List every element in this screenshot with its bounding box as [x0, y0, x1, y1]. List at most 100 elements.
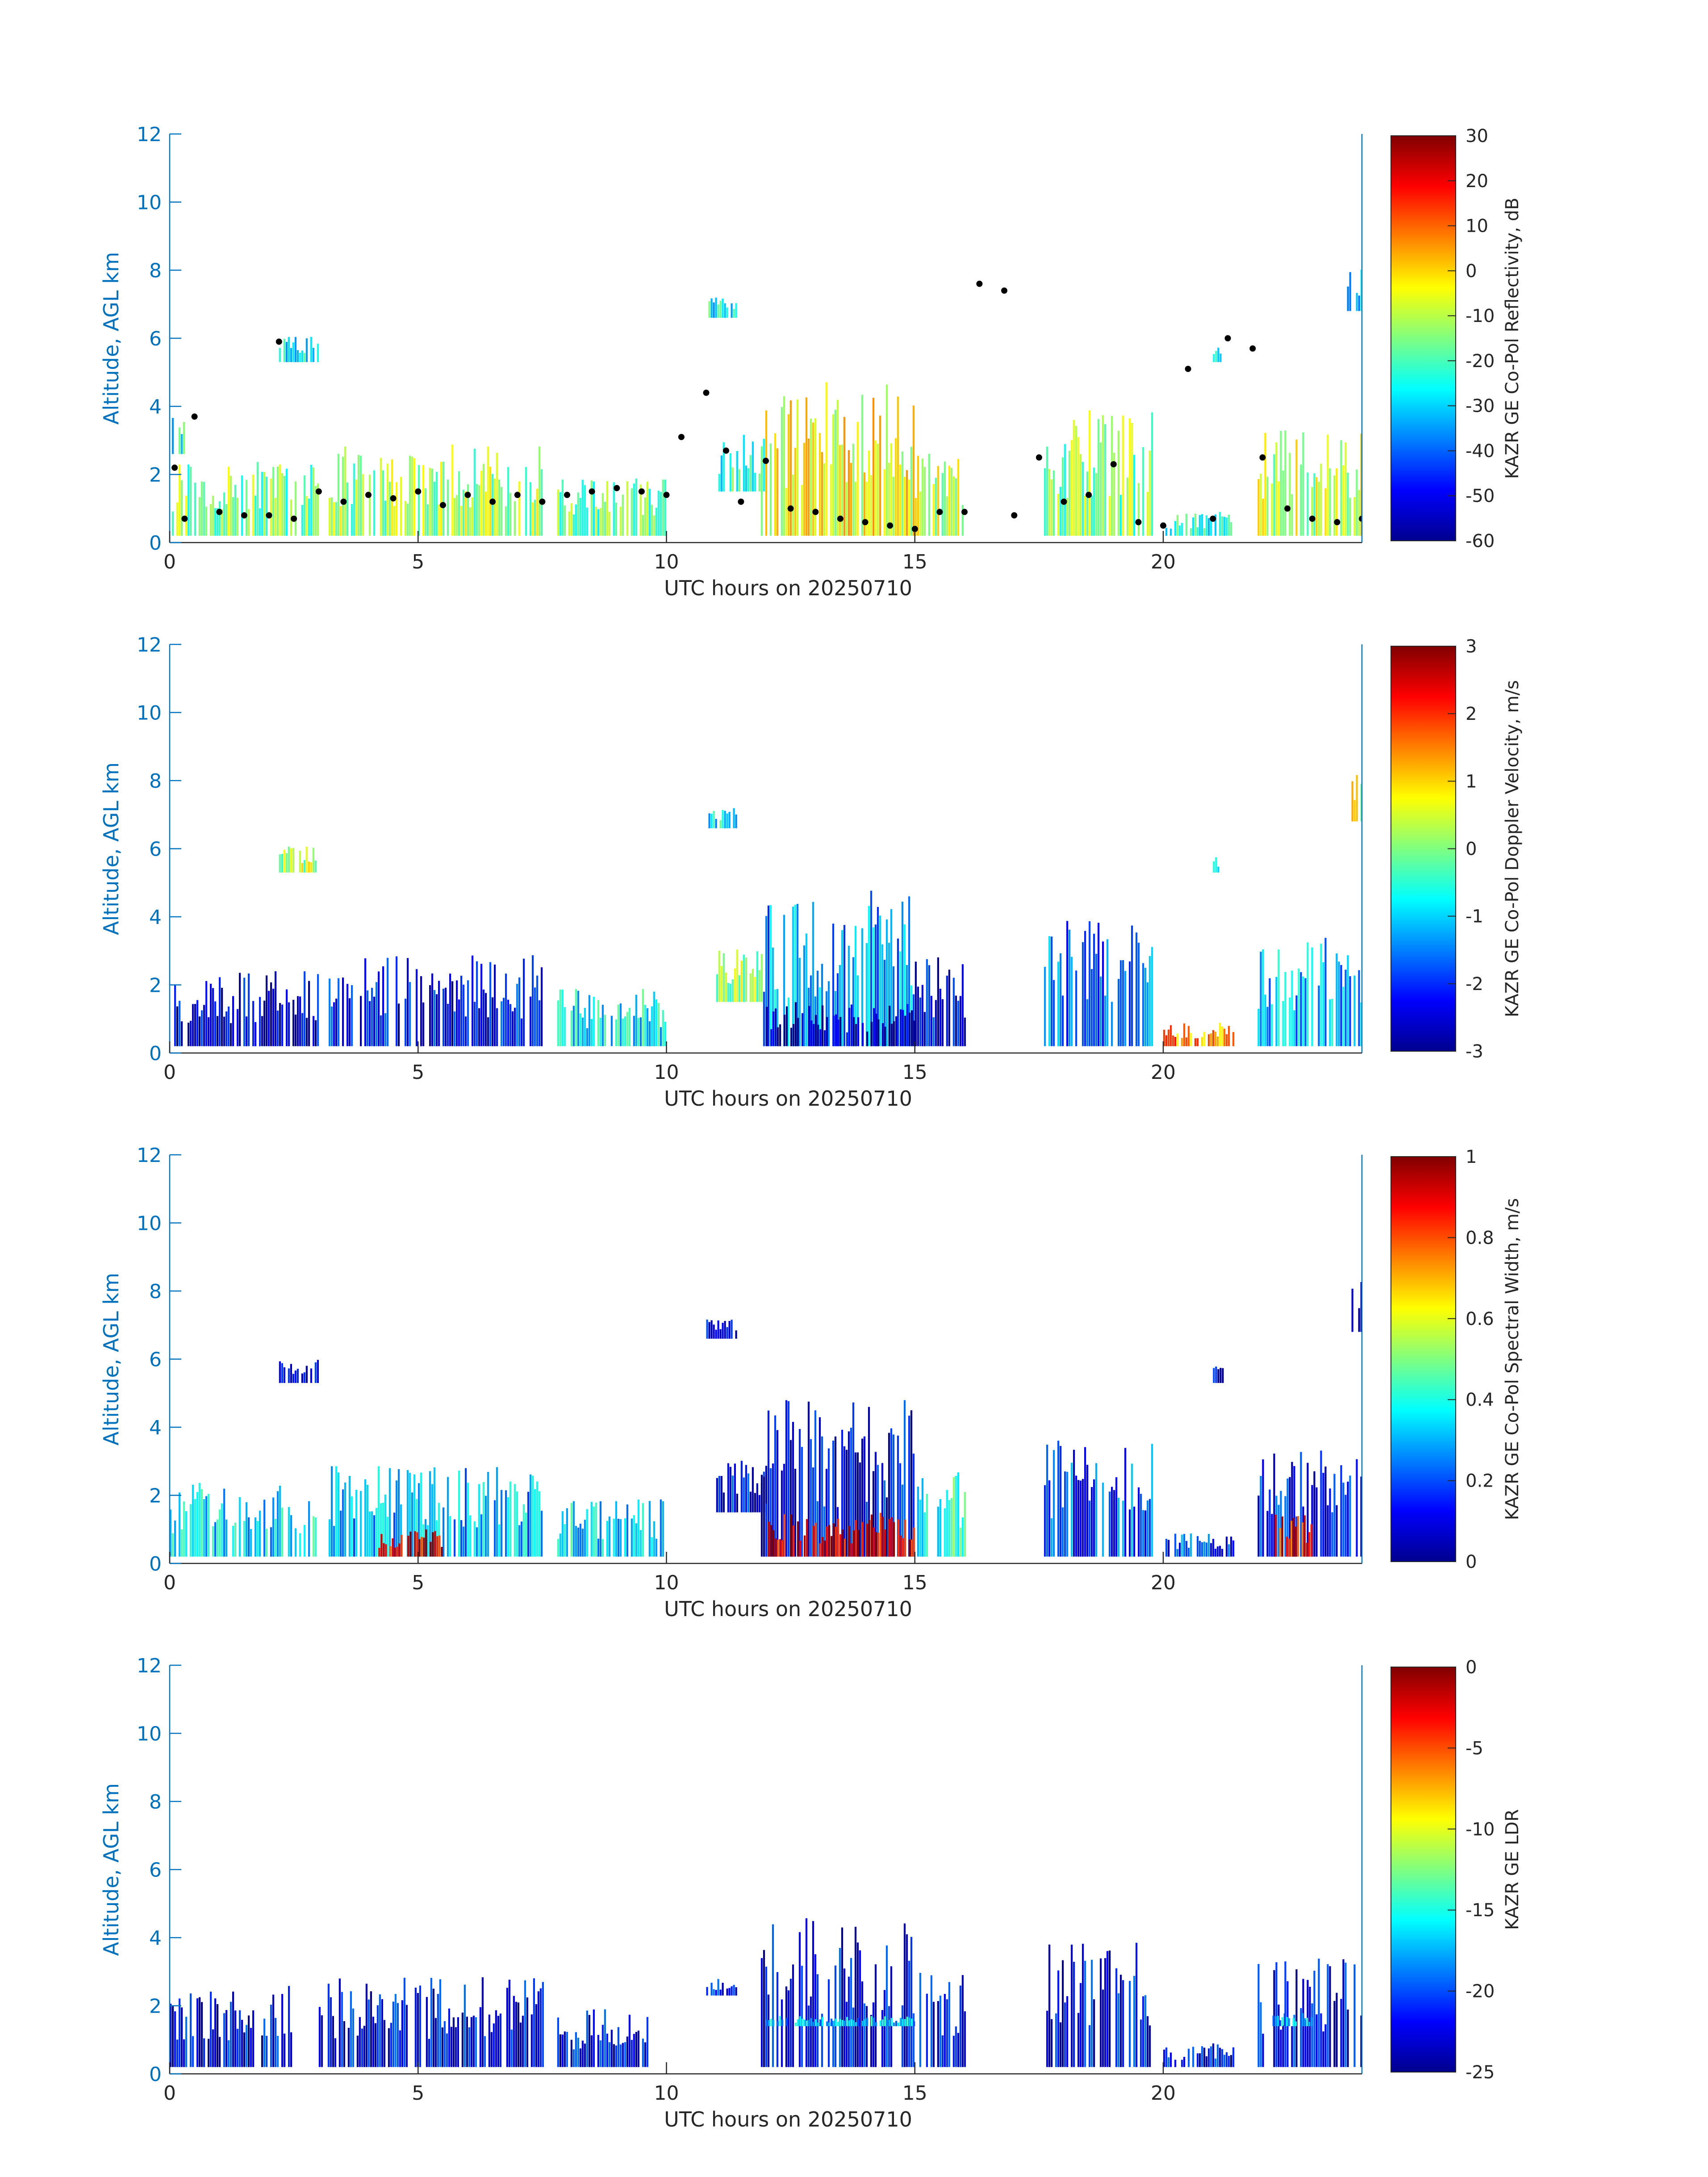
cloud-column [763, 439, 765, 492]
cloud-column [604, 2009, 606, 2067]
cloud-column [719, 1329, 722, 1339]
cloud-column [190, 1020, 192, 1046]
cloud-column [275, 1519, 277, 1557]
cloud-column [825, 1469, 828, 1557]
cloud-column [581, 1017, 584, 1046]
cloud-base-point [171, 464, 178, 471]
cloud-column [492, 997, 494, 1046]
cloud-column [754, 977, 756, 1002]
cloud-column [861, 928, 864, 1046]
cloud-column [465, 491, 467, 536]
cloud-column [726, 1989, 728, 1996]
cloud-column [593, 2009, 595, 2067]
cloud-column [333, 1002, 335, 1046]
cloud-column [904, 1520, 906, 1557]
cloud-column [749, 455, 752, 492]
cloud-column [902, 1538, 904, 1557]
cloud-column [877, 907, 879, 1046]
cloud-column [219, 1509, 221, 1557]
cloud-column [662, 1010, 664, 1046]
cloud-column [1347, 286, 1349, 311]
cloud-column [331, 1466, 333, 1557]
cloud-column [427, 1525, 429, 1557]
cloud-column [478, 1008, 480, 1046]
cloud-column [417, 1993, 419, 2067]
cloud-column [205, 1496, 208, 1557]
cloud-column [957, 2033, 959, 2067]
cloud-base-point [638, 488, 645, 495]
cloud-column [1300, 1452, 1302, 1557]
cloud-column [572, 2049, 575, 2067]
cloud-column [848, 1526, 851, 1557]
cloud-column [472, 955, 474, 1046]
cloud-column [305, 846, 308, 873]
cloud-column [476, 484, 478, 536]
cloud-column [176, 502, 179, 536]
cloud-column [773, 2020, 775, 2027]
cloud-column [570, 1011, 572, 1046]
cloud-column [259, 997, 261, 1046]
cloud-column [1302, 432, 1304, 536]
cloud-column [275, 971, 277, 1046]
cloud-column [763, 1476, 765, 1557]
cloud-column [713, 302, 715, 318]
cloud-column [557, 1000, 559, 1046]
cloud-column [281, 854, 283, 873]
cloud-column [814, 1410, 817, 1557]
cloud-column [923, 1512, 926, 1557]
colorbar-tick-label: 10 [1466, 216, 1488, 237]
cloud-column [194, 1004, 196, 1046]
cloud-column [1278, 481, 1280, 536]
cloud-column [284, 476, 286, 536]
cloud-column [174, 985, 176, 1046]
cloud-column [1286, 1478, 1289, 1557]
cloud-column [891, 1024, 893, 1046]
cloud-column [856, 975, 859, 1046]
cloud-column [1066, 1471, 1069, 1557]
cloud-column [1053, 980, 1055, 1046]
cloud-column [559, 2034, 561, 2067]
cloud-column [857, 2018, 860, 2027]
cloud-column [330, 1997, 332, 2067]
cloud-column [294, 1371, 296, 1383]
cloud-column [919, 1972, 921, 2067]
cloud-column [228, 467, 230, 536]
cloud-column [367, 990, 369, 1046]
cloud-column [1170, 2052, 1172, 2067]
cloud-base-point [489, 498, 496, 505]
cloud-column [1048, 469, 1051, 536]
cloud-column [313, 1016, 315, 1046]
cloud-column [1210, 520, 1212, 536]
cloud-column [941, 473, 944, 536]
cloud-column [606, 2034, 608, 2067]
cloud-column [248, 509, 250, 536]
cloud-column [303, 1372, 305, 1383]
cloud-column [754, 1493, 756, 1513]
cloud-column [572, 514, 575, 536]
cloud-column [396, 1546, 398, 1557]
cloud-column [798, 1932, 801, 2067]
cloud-column [745, 957, 747, 1002]
cloud-column [1217, 2044, 1219, 2067]
cloud-column [464, 1985, 466, 2067]
cloud-column [1077, 437, 1080, 536]
cloud-column [1048, 1480, 1051, 1557]
cloud-base-point [763, 458, 769, 464]
cloud-column [917, 1487, 919, 1557]
cloud-column [1084, 931, 1086, 1046]
cloud-column [863, 472, 866, 536]
cloud-column [601, 493, 604, 536]
cloud-column [1199, 2053, 1201, 2067]
cloud-column [706, 1987, 708, 1996]
cloud-column [850, 1958, 852, 2067]
cloud-column [485, 491, 487, 536]
cloud-column [387, 464, 389, 536]
cloud-base-point [976, 280, 983, 287]
cloud-column [831, 2018, 833, 2027]
cloud-column [845, 482, 848, 536]
cloud-column [496, 1008, 498, 1046]
cloud-column [261, 2035, 263, 2067]
cloud-column [1057, 493, 1060, 536]
cloud-column [447, 1003, 449, 1046]
